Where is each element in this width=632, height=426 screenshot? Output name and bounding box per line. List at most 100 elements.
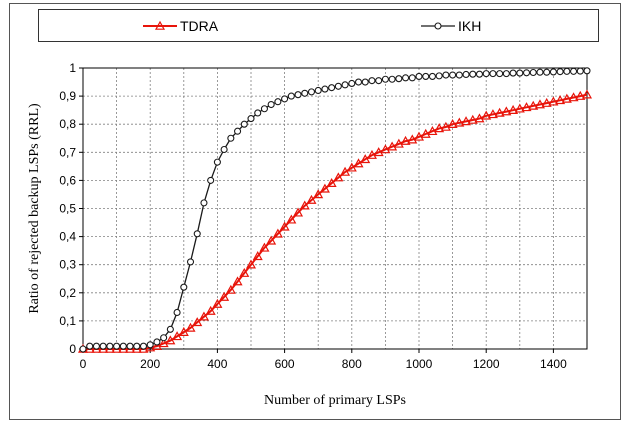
data-point-tdra <box>151 340 162 350</box>
data-point-tdra <box>373 147 384 157</box>
data-point-ikh <box>563 67 571 75</box>
data-point-ikh <box>509 69 517 77</box>
data-point-tdra <box>239 267 250 277</box>
data-point-tdra <box>360 154 371 164</box>
data-point-ikh <box>368 77 376 85</box>
data-point-ikh <box>375 77 383 85</box>
data-point-tdra <box>185 322 196 332</box>
data-point-ikh <box>556 68 564 76</box>
data-point-tdra <box>568 92 579 102</box>
data-point-ikh <box>133 342 141 350</box>
data-point-tdra <box>413 131 425 141</box>
series-ikh <box>79 67 591 353</box>
data-point-ikh <box>522 69 531 77</box>
data-point-ikh <box>388 75 396 83</box>
data-point-ikh <box>281 95 289 103</box>
data-point-ikh <box>153 338 161 346</box>
data-point-tdra <box>219 291 230 301</box>
data-point-tdra <box>581 89 593 99</box>
data-point-tdra <box>427 125 438 136</box>
data-point-tdra <box>158 338 169 348</box>
data-point-ikh <box>381 75 389 83</box>
data-point-ikh <box>428 72 436 80</box>
data-point-ikh <box>475 70 484 78</box>
data-point-tdra <box>259 242 270 252</box>
data-point-ikh <box>462 70 470 79</box>
data-point-tdra <box>252 251 263 261</box>
data-point-tdra <box>245 259 257 269</box>
data-point-ikh <box>79 345 87 353</box>
legend-marker-tdra <box>154 20 166 30</box>
data-point-ikh <box>267 100 275 109</box>
data-point-ikh <box>496 70 504 78</box>
data-point-ikh <box>92 342 100 350</box>
data-point-tdra <box>487 109 498 119</box>
data-point-tdra <box>346 162 357 172</box>
data-point-ikh <box>274 98 282 106</box>
data-point-tdra <box>266 235 277 245</box>
x-tick-label: 1000 <box>406 357 433 371</box>
data-point-tdra <box>400 135 411 145</box>
data-point-tdra <box>319 183 330 193</box>
data-point-tdra <box>467 114 478 124</box>
data-point-ikh <box>240 120 248 128</box>
x-tick-label: 1400 <box>540 357 567 371</box>
data-point-ikh <box>166 325 174 333</box>
data-point-ikh <box>260 105 268 113</box>
data-point-ikh <box>489 70 497 78</box>
data-point-ikh <box>348 79 356 88</box>
data-point-ikh <box>328 84 336 92</box>
data-point-tdra <box>293 207 304 217</box>
data-point-ikh <box>314 86 322 95</box>
data-point-tdra <box>541 97 552 107</box>
data-point-ikh <box>549 68 557 76</box>
data-point-tdra <box>461 116 472 126</box>
data-point-ikh <box>341 81 349 89</box>
y-tick-label: 0,1 <box>59 314 76 328</box>
data-point-ikh <box>119 342 127 350</box>
series-line-ikh <box>82 70 588 350</box>
y-tick-label: 0,2 <box>59 286 76 300</box>
data-point-ikh <box>307 88 316 96</box>
x-tick-label: 400 <box>207 357 227 371</box>
data-point-tdra <box>454 117 465 127</box>
data-point-ikh <box>180 283 188 291</box>
data-point-ikh <box>422 72 430 80</box>
data-point-ikh <box>186 258 195 266</box>
data-point-ikh <box>173 308 181 317</box>
legend-item-tdra: TDRA <box>143 18 219 34</box>
x-tick-label: 600 <box>275 357 295 371</box>
series-line-tdra <box>83 93 588 350</box>
legend-box <box>38 9 599 42</box>
data-point-tdra <box>561 93 572 103</box>
data-point-ikh <box>126 342 134 350</box>
legend-marker-ikh <box>434 22 442 30</box>
data-point-tdra <box>555 95 566 105</box>
data-point-tdra <box>380 144 391 154</box>
data-point-ikh <box>254 109 262 117</box>
data-point-tdra <box>434 123 445 133</box>
data-point-ikh <box>354 78 363 86</box>
data-point-ikh <box>442 71 450 79</box>
data-point-ikh <box>469 70 477 78</box>
data-point-tdra <box>198 311 209 321</box>
data-point-tdra <box>447 118 458 129</box>
data-point-ikh <box>455 71 463 79</box>
data-point-tdra <box>333 172 344 182</box>
data-point-ikh <box>402 74 410 82</box>
data-point-ikh <box>294 91 302 99</box>
data-point-ikh <box>502 70 510 78</box>
data-point-ikh <box>576 67 584 75</box>
data-point-ikh <box>334 82 342 90</box>
data-point-tdra <box>407 134 418 144</box>
data-point-ikh <box>207 176 215 184</box>
x-tick-label: 200 <box>140 357 160 371</box>
data-point-ikh <box>361 78 369 86</box>
data-point-ikh <box>415 72 423 80</box>
data-point-ikh <box>543 68 551 76</box>
data-point-tdra <box>178 326 189 336</box>
data-point-tdra <box>286 214 297 224</box>
y-tick-label: 1 <box>69 61 76 75</box>
data-point-tdra <box>393 138 404 148</box>
